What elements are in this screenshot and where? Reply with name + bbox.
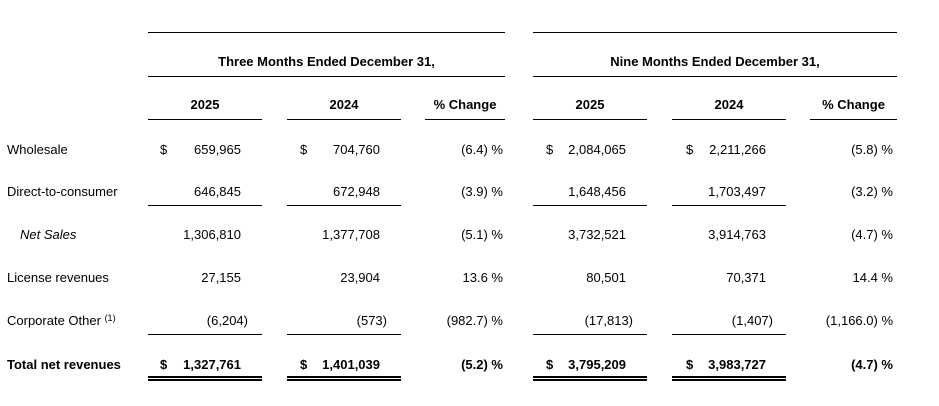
column-header: 2024 <box>714 97 744 112</box>
table-cell: 3,732,521 <box>568 227 626 242</box>
currency-symbol: $ <box>686 142 694 157</box>
table-cell: 1,327,761 <box>183 357 241 372</box>
table-cell: (17,813) <box>584 313 633 328</box>
table-cell: 1,306,810 <box>183 227 241 242</box>
total-double-rule <box>148 376 262 381</box>
table-cell: 1,703,497 <box>708 184 766 199</box>
table-cell: (6,204) <box>206 313 248 328</box>
table-cell: 2,084,065 <box>568 142 626 157</box>
table-cell: 70,371 <box>726 270 766 285</box>
table-cell: 3,914,763 <box>708 227 766 242</box>
row-label: Net Sales <box>20 227 77 242</box>
table-cell: 1,648,456 <box>568 184 626 199</box>
currency-symbol: $ <box>546 357 554 372</box>
currency-symbol: $ <box>300 357 308 372</box>
table-cell: (1,166.0) % <box>825 313 893 328</box>
table-cell: (5.8) % <box>851 142 893 157</box>
column-header: % Change <box>822 97 885 112</box>
table-cell: (1,407) <box>731 313 773 328</box>
row-label: Wholesale <box>7 142 68 157</box>
total-double-rule <box>672 376 786 381</box>
subtotal-rule <box>533 334 647 335</box>
row-label: Direct-to-consumer <box>7 184 118 199</box>
column-header: 2025 <box>190 97 220 112</box>
subtotal-rule <box>672 334 786 335</box>
divider <box>148 76 505 77</box>
table-cell: (4.7) % <box>851 357 893 372</box>
subtotal-rule <box>533 205 647 206</box>
table-cell: 1,377,708 <box>322 227 380 242</box>
divider <box>533 76 897 77</box>
table-cell: 1,401,039 <box>322 357 380 372</box>
table-cell: 659,965 <box>194 142 241 157</box>
total-double-rule <box>533 376 647 381</box>
table-cell: (5.2) % <box>461 357 503 372</box>
table-cell: (6.4) % <box>461 142 503 157</box>
row-label: Corporate Other (1) <box>7 313 116 328</box>
currency-symbol: $ <box>686 357 694 372</box>
period-header-three-months: Three Months Ended December 31, <box>218 54 435 69</box>
table-cell: 704,760 <box>333 142 380 157</box>
table-cell: 13.6 % <box>462 270 503 285</box>
table-cell: 23,904 <box>340 270 380 285</box>
period-header-nine-months: Nine Months Ended December 31, <box>610 54 820 69</box>
subtotal-rule <box>287 334 401 335</box>
column-header: 2025 <box>575 97 605 112</box>
table-cell: (3.9) % <box>461 184 503 199</box>
table-cell: 80,501 <box>586 270 626 285</box>
subtotal-rule <box>148 205 262 206</box>
column-header: % Change <box>433 97 497 112</box>
table-cell: 672,948 <box>333 184 380 199</box>
currency-symbol: $ <box>160 142 168 157</box>
table-cell: (573) <box>356 313 387 328</box>
table-cell: 27,155 <box>201 270 241 285</box>
subtotal-rule <box>287 205 401 206</box>
footnote-marker: (1) <box>104 313 116 323</box>
divider <box>148 32 505 33</box>
table-cell: (3.2) % <box>851 184 893 199</box>
table-cell: (5.1) % <box>461 227 503 242</box>
currency-symbol: $ <box>160 357 168 372</box>
row-label: License revenues <box>7 270 109 285</box>
table-cell: (982.7) % <box>446 313 503 328</box>
table-cell: (4.7) % <box>851 227 893 242</box>
column-header: 2024 <box>329 97 359 112</box>
table-cell: 646,845 <box>194 184 241 199</box>
subtotal-rule <box>148 334 262 335</box>
total-double-rule <box>287 376 401 381</box>
table-cell: 14.4 % <box>852 270 893 285</box>
currency-symbol: $ <box>300 142 308 157</box>
table-cell: 3,795,209 <box>568 357 626 372</box>
row-label: Total net revenues <box>7 357 121 372</box>
currency-symbol: $ <box>546 142 554 157</box>
table-cell: 2,211,266 <box>709 142 766 157</box>
divider <box>533 32 897 33</box>
subtotal-rule <box>672 205 786 206</box>
table-cell: 3,983,727 <box>708 357 766 372</box>
